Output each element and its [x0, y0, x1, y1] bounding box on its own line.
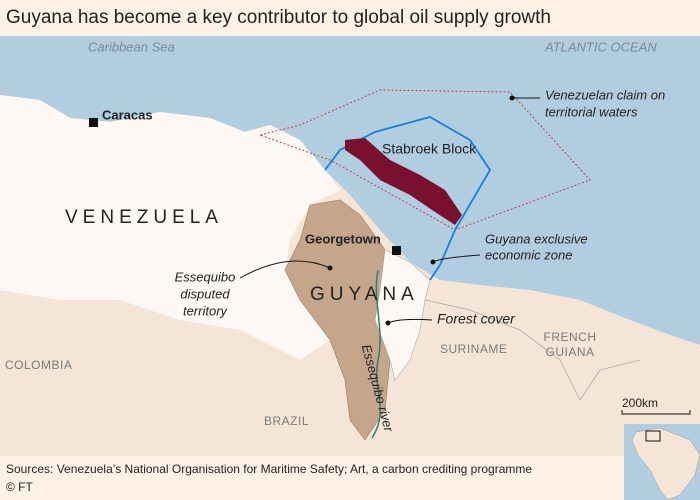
georgetown-marker [392, 246, 401, 255]
scale-label: 200km [622, 396, 658, 410]
inset-frame [645, 430, 661, 442]
annotation-dot [430, 259, 436, 265]
borders [424, 299, 641, 401]
inset-land [631, 427, 700, 500]
leader [387, 318, 433, 324]
annotation: territory [183, 303, 229, 318]
annotation-dot [327, 265, 333, 271]
country-label: VENEZUELA [65, 207, 223, 228]
scale-bar [621, 410, 691, 415]
country-label: GUYANA [310, 284, 419, 305]
annotation: economic zone [485, 247, 572, 262]
credit: © FT [6, 480, 34, 494]
sources: Sources: Venezuela’s National Organisati… [6, 462, 532, 476]
stabroek-block [345, 138, 462, 225]
country-label: GUIANA [545, 345, 594, 359]
essequibo-river [371, 269, 381, 439]
sea-label: Caribbean Sea [88, 39, 175, 54]
caracas-marker [89, 118, 98, 127]
map [0, 36, 700, 456]
title: Guyana has become a key contributor to g… [6, 7, 551, 28]
ocean-label: ATLANTIC OCEAN [544, 39, 657, 54]
annotation: Guyana exclusive [485, 231, 588, 246]
country-label: COLOMBIA [5, 358, 72, 372]
annotation: disputed [180, 286, 230, 301]
city-label: Georgetown [305, 231, 381, 246]
guyana-east [374, 249, 431, 381]
annotation: Venezuelan claim on [545, 87, 665, 102]
inset-map [624, 424, 700, 500]
venezuelan-claim-line [258, 89, 591, 231]
annotation: Essequibo [175, 269, 236, 284]
country-label: FRENCH [544, 330, 597, 344]
city-label: Caracas [102, 107, 153, 122]
venezuela-land [0, 95, 340, 360]
annotation: Forest cover [437, 311, 516, 327]
country-label: BRAZIL [264, 414, 309, 428]
country-label: SURINAME [440, 342, 507, 356]
leader [239, 260, 331, 279]
block-label: Stabroek Block [382, 141, 477, 157]
essequibo-territory [284, 199, 391, 441]
annotation: territorial waters [545, 104, 638, 119]
